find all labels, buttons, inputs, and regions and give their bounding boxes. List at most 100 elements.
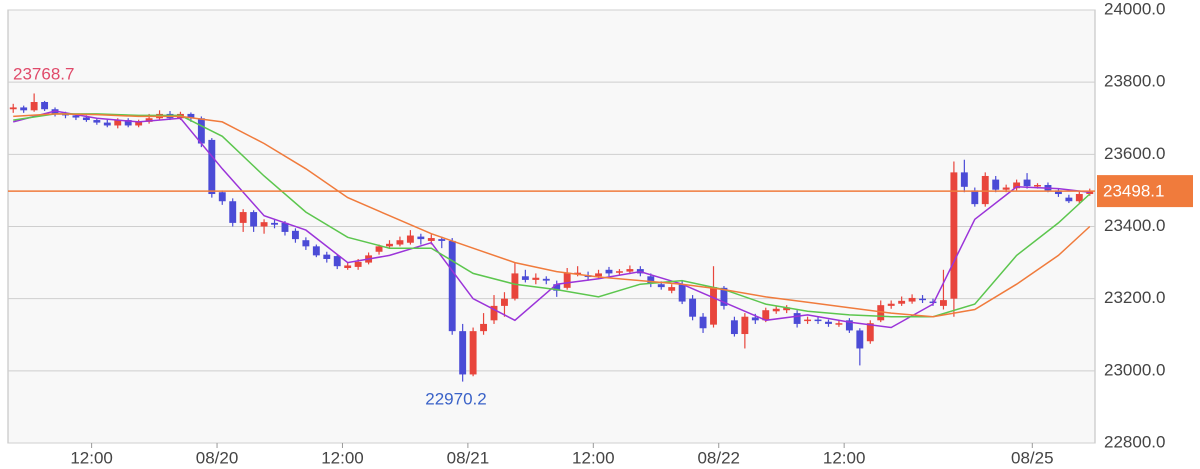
candle-body <box>103 122 111 126</box>
moving-average-line <box>13 113 1091 318</box>
candle-body <box>1075 194 1083 202</box>
moving-average-line <box>13 113 1091 318</box>
candle-body <box>145 118 153 122</box>
candle-body <box>887 303 895 306</box>
candle-body <box>9 107 17 110</box>
candle-body <box>563 272 571 288</box>
candle-body <box>1002 187 1010 190</box>
candle-body <box>72 115 80 118</box>
x-tick-label: 12:00 <box>321 448 364 467</box>
candle-body <box>866 323 874 342</box>
candle-body <box>417 236 425 240</box>
candle-body <box>626 269 634 272</box>
candle-body <box>825 321 832 324</box>
candle-body <box>1065 197 1073 202</box>
candle-body <box>386 243 393 247</box>
candle-body <box>950 172 958 299</box>
candle-body <box>197 118 205 144</box>
candle-body <box>427 238 435 241</box>
candle-body <box>239 212 247 223</box>
candle-body <box>501 298 508 306</box>
candle-body <box>511 273 519 299</box>
candle-body <box>615 271 623 273</box>
candle-body <box>657 284 665 288</box>
candle-body <box>605 269 613 274</box>
candle-body <box>354 261 362 267</box>
y-tick-label: 22800.0 <box>1104 432 1165 451</box>
candle-body <box>908 297 916 302</box>
candle-body <box>689 298 697 317</box>
candle-body <box>469 331 477 375</box>
candle-body <box>856 330 864 349</box>
candle-body <box>898 300 906 304</box>
y-tick-label: 23800.0 <box>1104 72 1165 91</box>
candle-body <box>845 320 853 331</box>
candle-body <box>82 117 90 121</box>
x-tick-label: 12:00 <box>572 448 615 467</box>
candle-body <box>344 265 352 268</box>
candle-body <box>1086 191 1094 195</box>
candle-body <box>751 317 759 321</box>
candle-body <box>480 323 488 332</box>
candle-body <box>302 240 310 247</box>
candle-body <box>877 305 885 321</box>
candle-body <box>542 278 550 281</box>
candle-body <box>208 139 216 195</box>
candle-body <box>281 222 289 232</box>
candle-body <box>730 320 738 335</box>
candle-body <box>229 201 237 223</box>
last-price-label: 23498.1 <box>1103 182 1164 201</box>
candle-body <box>919 298 926 301</box>
y-tick-label: 24000.0 <box>1104 0 1165 18</box>
y-tick-label: 23200.0 <box>1104 288 1165 307</box>
candle-body <box>260 222 268 227</box>
candle-body <box>960 172 968 187</box>
candle-body <box>762 310 770 321</box>
candle-body <box>448 240 456 332</box>
annotation: 22970.2 <box>425 389 486 408</box>
candle-body <box>710 287 717 325</box>
candle-body <box>438 239 446 241</box>
candle-body <box>1023 179 1031 187</box>
candle-body <box>323 254 331 259</box>
candle-body <box>271 222 278 225</box>
candle-body <box>678 284 686 302</box>
candle-body <box>20 107 28 111</box>
candle-body <box>30 102 38 111</box>
candle-body <box>135 121 143 126</box>
candle-body <box>406 235 414 243</box>
candle-body <box>396 240 404 245</box>
candle-body <box>595 273 602 277</box>
x-tick-label: 08/25 <box>1011 448 1054 467</box>
candle-body <box>1034 185 1041 187</box>
x-tick-label: 12:00 <box>70 448 113 467</box>
candle-body <box>490 305 498 321</box>
candle-body <box>939 300 947 306</box>
candle-body <box>1054 190 1062 195</box>
candle-body <box>793 313 801 324</box>
candle-body <box>804 319 812 322</box>
candle-body <box>929 301 937 304</box>
candle-body <box>114 120 122 126</box>
candle-body <box>720 287 728 306</box>
candle-body <box>124 120 132 126</box>
candle-body <box>459 331 467 375</box>
x-tick-label: 12:00 <box>823 448 866 467</box>
y-tick-label: 23400.0 <box>1104 216 1165 235</box>
candle-body <box>41 102 49 110</box>
candle-body <box>783 307 791 311</box>
y-tick-label: 23600.0 <box>1104 144 1165 163</box>
x-tick-label: 08/20 <box>196 448 239 467</box>
candle-body <box>375 246 383 252</box>
candle-body <box>521 276 529 280</box>
candle-body <box>814 319 822 322</box>
candle-body <box>333 256 341 267</box>
candle-body <box>992 179 1000 190</box>
candle-body <box>532 277 540 280</box>
candle-body <box>250 212 258 227</box>
candle-body <box>187 113 195 119</box>
candle-body <box>218 192 226 202</box>
candle-body <box>1013 182 1021 189</box>
candle-body <box>574 272 582 275</box>
